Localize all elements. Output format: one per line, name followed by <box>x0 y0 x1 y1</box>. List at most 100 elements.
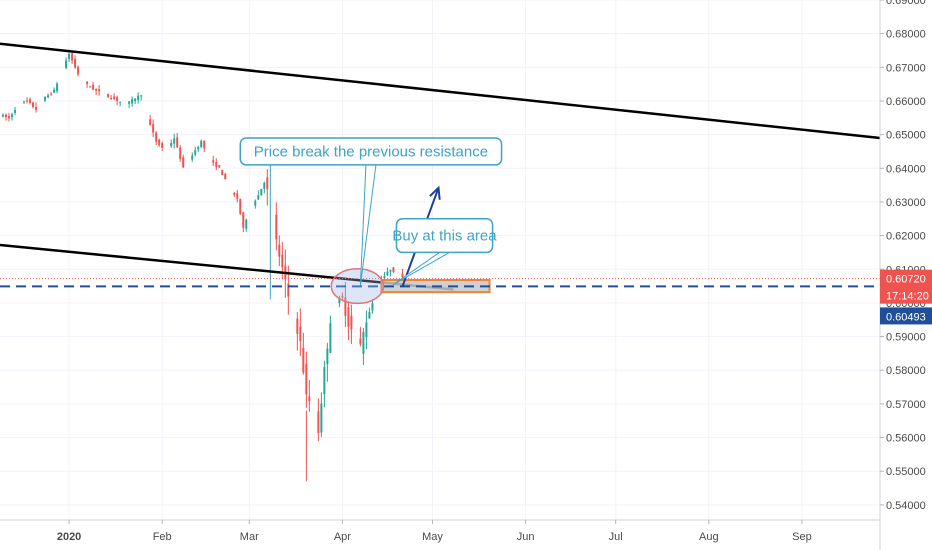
candle-body <box>119 101 122 103</box>
candle-body <box>137 95 140 101</box>
candle-body <box>113 96 116 99</box>
y-tick-label: 0.64000 <box>886 163 926 175</box>
candle-body <box>158 139 161 145</box>
candle-body <box>191 155 194 160</box>
candle-body <box>56 83 59 92</box>
candle-body <box>23 101 26 103</box>
candle-body <box>242 212 245 228</box>
candles-layer <box>2 49 404 482</box>
candle-body <box>263 182 266 189</box>
arrow-head <box>429 185 441 200</box>
candle-body <box>26 100 29 102</box>
candle-body <box>155 132 158 142</box>
candle-body <box>2 114 5 117</box>
x-tick-label: Jul <box>609 531 623 543</box>
candle-body <box>197 146 200 150</box>
y-tick-label: 0.55000 <box>886 466 926 478</box>
y-tick-label: 0.56000 <box>886 433 926 445</box>
candle-body <box>152 124 155 133</box>
y-tick-label: 0.59000 <box>886 332 926 344</box>
y-tick-label: 0.65000 <box>886 130 926 142</box>
candle-body <box>287 283 290 297</box>
candle-body <box>140 95 143 97</box>
candle-body <box>350 315 353 330</box>
candle-body <box>347 307 350 327</box>
x-tick-label: Aug <box>699 531 719 543</box>
y-tick-label: 0.58000 <box>886 365 926 377</box>
candle-body <box>74 58 77 68</box>
y-tick-label: 0.66000 <box>886 96 926 108</box>
candle-body <box>317 411 320 433</box>
candle-body <box>65 60 68 68</box>
candle-body <box>401 273 404 278</box>
candle-body <box>212 160 215 163</box>
x-tick-label: May <box>422 531 443 543</box>
candle-body <box>5 114 8 118</box>
current-price-badge <box>880 269 932 304</box>
y-tick-label: 0.67000 <box>886 62 926 74</box>
candle-body <box>44 96 47 101</box>
trendline <box>0 42 881 140</box>
candle-body <box>107 93 110 97</box>
support-level-label: 0.60493 <box>886 311 926 323</box>
candle-body <box>368 311 371 319</box>
grid-layer <box>0 0 880 520</box>
candle-body <box>29 99 32 103</box>
x-tick-label: Jun <box>517 531 535 543</box>
callout-text: Buy at this area <box>392 228 497 245</box>
candle-body <box>236 193 239 199</box>
candle-body <box>89 86 92 88</box>
candle-body <box>110 97 113 99</box>
candle-body <box>203 140 206 149</box>
candle-body <box>131 99 134 104</box>
callout-text: Price break the previous resistance <box>254 143 488 160</box>
x-tick-label: Mar <box>240 531 259 543</box>
breakout-ellipse <box>330 268 385 305</box>
candle-body <box>338 299 341 304</box>
candle-body <box>233 193 236 195</box>
x-tick-label: 2020 <box>57 531 81 543</box>
candle-body <box>92 84 95 90</box>
candle-body <box>95 89 98 91</box>
y-tick-label: 0.68000 <box>886 29 926 41</box>
candle-body <box>11 114 14 118</box>
y-tick-label: 0.54000 <box>886 500 926 512</box>
candle-body <box>323 367 326 395</box>
candle-body <box>344 297 347 316</box>
candle-body <box>224 173 227 179</box>
candle-body <box>35 106 38 110</box>
candle-body <box>392 267 395 273</box>
candle-body <box>239 198 242 214</box>
candle-body <box>386 271 389 276</box>
candle-body <box>170 142 173 147</box>
drawings-layer: Price break the previous resistance Buy a… <box>0 42 881 305</box>
candle-body <box>161 143 164 148</box>
candle-body <box>371 303 374 311</box>
candle-body <box>215 161 218 168</box>
x-tick-label: Apr <box>334 531 351 543</box>
candle-body <box>281 254 284 268</box>
candle-body <box>260 188 263 196</box>
candle-body <box>299 326 302 342</box>
candle-body <box>116 97 119 101</box>
candle-body <box>296 318 299 334</box>
candle-body <box>8 116 11 119</box>
x-tick-label: Feb <box>153 531 172 543</box>
candle-body <box>32 102 35 107</box>
candle-body <box>302 347 305 373</box>
y-tick-label: 0.69000 <box>886 0 926 7</box>
candle-body <box>14 110 17 113</box>
candle-body <box>77 66 80 75</box>
trendline <box>0 243 454 291</box>
candle-body <box>182 157 185 168</box>
candle-body <box>176 137 179 148</box>
candle-body <box>194 150 197 155</box>
candle-body <box>275 214 278 240</box>
candle-body <box>134 98 137 102</box>
candle-body <box>179 147 182 160</box>
candle-body <box>47 95 50 98</box>
candle-body <box>218 165 221 168</box>
callout-box <box>395 218 494 254</box>
